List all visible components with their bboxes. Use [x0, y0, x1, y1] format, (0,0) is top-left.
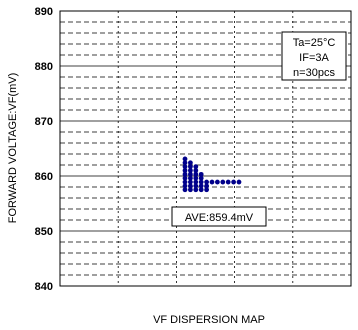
conditions-box: Ta=25°C IF=3A n=30pcs	[281, 31, 347, 81]
data-point	[188, 171, 193, 177]
data-point	[193, 179, 199, 185]
y-tick-label: 850	[35, 226, 53, 238]
data-point	[188, 187, 193, 193]
data-point	[236, 179, 242, 185]
data-point	[198, 179, 204, 185]
average-box: AVE:859.4mV	[171, 206, 267, 227]
chart-title: VF DISPERSION MAP	[153, 314, 265, 326]
data-point	[220, 179, 226, 185]
data-point	[182, 156, 188, 162]
data-point	[188, 160, 193, 166]
data-point	[204, 179, 210, 185]
data-point	[188, 179, 193, 185]
data-point	[204, 187, 210, 193]
data-point	[215, 179, 220, 185]
data-points	[182, 156, 242, 193]
data-point	[193, 175, 199, 181]
data-point	[193, 187, 199, 193]
data-point	[182, 160, 188, 166]
data-point	[182, 179, 188, 185]
data-point	[188, 175, 193, 181]
data-point	[182, 168, 188, 173]
data-point	[198, 171, 204, 177]
y-tick-label: 840	[35, 281, 53, 293]
data-point	[182, 187, 188, 193]
y-axis-label: FORWARD VOLTAGE:VF(mV)	[7, 73, 19, 224]
data-point	[182, 171, 188, 177]
y-tick-label: 880	[35, 61, 53, 73]
data-point	[198, 175, 204, 181]
data-point	[193, 171, 199, 177]
y-tick-label: 890	[35, 6, 53, 18]
data-point	[193, 164, 199, 170]
data-point	[182, 183, 188, 189]
data-point	[204, 183, 210, 189]
data-point	[193, 168, 199, 173]
average-label: AVE:859.4mV	[185, 212, 254, 224]
y-tick-label: 870	[35, 116, 53, 128]
data-point	[225, 179, 231, 185]
data-point	[193, 183, 199, 189]
condition-current: IF=3A	[299, 52, 329, 64]
condition-sample-count: n=30pcs	[293, 67, 335, 79]
data-point	[188, 168, 193, 173]
data-point	[209, 179, 215, 185]
y-tick-label: 860	[35, 171, 53, 183]
data-point	[231, 179, 237, 185]
condition-temperature: Ta=25°C	[293, 37, 336, 49]
y-axis-ticks: 840 850 860 870 880 890	[35, 6, 53, 293]
data-point	[198, 187, 204, 193]
data-point	[198, 183, 204, 189]
data-point	[188, 183, 193, 189]
conditions-frame	[281, 31, 347, 81]
average-frame	[171, 206, 267, 227]
plot-frame	[59, 10, 352, 287]
data-point	[182, 175, 188, 181]
data-point	[182, 164, 188, 170]
data-point	[188, 164, 193, 170]
